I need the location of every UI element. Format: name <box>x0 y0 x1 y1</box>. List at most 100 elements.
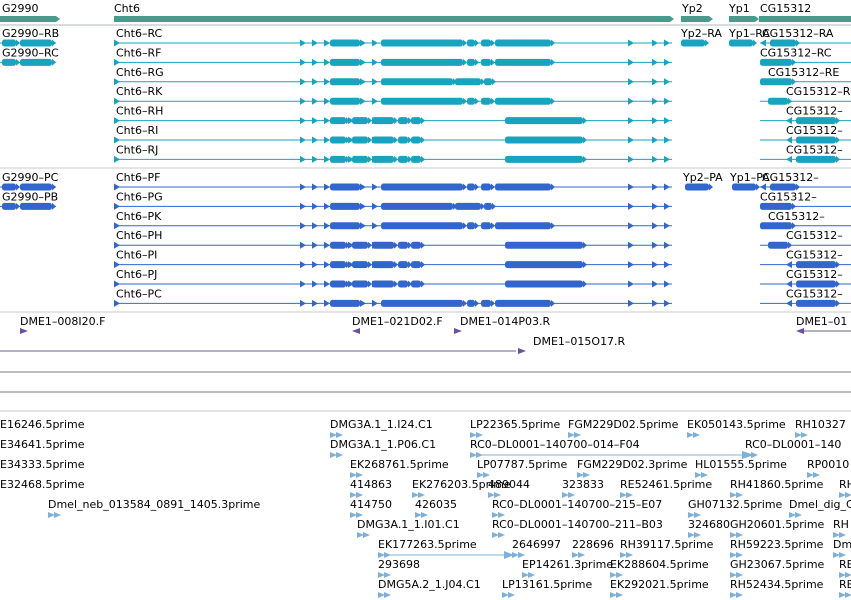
transcript-cg15312-p1[interactable]: CG15312– <box>760 171 851 191</box>
transcript-cht6-pg[interactable]: Cht6–PG <box>114 190 672 210</box>
est-re[interactable]: RE <box>839 558 851 578</box>
transcript-cg15312-p2[interactable]: CG15312– <box>760 190 851 210</box>
transcript-cht6-rj[interactable]: Cht6–RJ <box>114 143 672 163</box>
est-gh23067-5prime[interactable]: GH23067.5prime <box>730 558 825 578</box>
est-228696[interactable]: 228696 <box>572 538 614 558</box>
est-rh52434-5prime[interactable]: RH52434.5prime <box>730 578 824 598</box>
est-rc0-dl0001-140700-211-b03[interactable]: RC0–DL0001–140700–211–B03 <box>492 518 663 538</box>
est-rh5[interactable]: RH5 <box>839 478 851 498</box>
est-rp0010[interactable]: RP0010 <box>807 458 849 478</box>
est-ek292021-5prime[interactable]: EK292021.5prime <box>610 578 709 598</box>
gene-yp2[interactable]: Yp2 <box>681 2 713 22</box>
est-dmg3a-1-1-i24-c1[interactable]: DMG3A.1_1.I24.C1 <box>330 418 433 438</box>
est-dmg3a-1-1-i01-c1[interactable]: DMG3A.1_1.I01.C1 <box>357 518 460 538</box>
transcript-cht6-rf[interactable]: Cht6–RF <box>114 46 672 66</box>
est-e34641-5prime[interactable]: E34641.5prime <box>0 438 85 451</box>
transcript-cht6-rg[interactable]: Cht6–RG <box>114 66 672 86</box>
est-414863[interactable]: 414863 <box>350 478 392 498</box>
transcript-cg15312-p7[interactable]: CG15312– <box>760 287 851 307</box>
est-lp07787-5prime[interactable]: LP07787.5prime <box>477 458 568 478</box>
transcript-cg15312-r5[interactable]: CG15312– <box>760 105 851 125</box>
transcript-cht6-pi[interactable]: Cht6–PI <box>114 249 672 269</box>
est-label: 2646997 <box>512 538 561 551</box>
transcript-cg15312-rd[interactable]: CG15312–RD <box>760 85 851 105</box>
est-re52461-5prime[interactable]: RE52461.5prime <box>620 478 712 498</box>
est-gh20601-5prime[interactable]: GH20601.5prime <box>730 518 825 538</box>
gene-g2990[interactable]: G2990 <box>0 2 60 22</box>
est-dmg5a-2-1-j04-c1[interactable]: DMG5A.2_1.J04.C1 <box>378 578 481 598</box>
est-rh41860-5prime[interactable]: RH41860.5prime <box>730 478 824 498</box>
transcript-label: Cht6–PK <box>116 210 162 223</box>
transcript-g2990-rc[interactable]: G2990–RC <box>0 46 59 66</box>
est-hl01555-5prime[interactable]: HL01555.5prime <box>695 458 787 478</box>
transcript-cht6-rh[interactable]: Cht6–RH <box>114 105 672 125</box>
est-rh39117-5prime[interactable]: RH39117.5prime <box>620 538 714 558</box>
gene-cht6[interactable]: Cht6 <box>114 2 674 22</box>
est-ek276203-5prime[interactable]: EK276203.5prime <box>412 478 511 498</box>
transcript-g2990-pb[interactable]: G2990–PB <box>0 190 58 210</box>
est-dmel-neb-013584-0891-1405-3prime[interactable]: Dmel_neb_013584_0891_1405.3prime <box>48 498 260 518</box>
transcript-yp2-ra[interactable]: Yp2–RA <box>680 27 722 47</box>
est-ek050143-5prime[interactable]: EK050143.5prime <box>687 418 786 438</box>
transcript-yp1-ra[interactable]: Yp1–RA <box>728 27 770 47</box>
est-ep14261-3prime[interactable]: EP14261.3prime <box>522 558 613 578</box>
transcript-cht6-pj[interactable]: Cht6–PJ <box>114 268 672 288</box>
transcript-cg15312-r6[interactable]: CG15312– <box>760 124 851 144</box>
transcript-cg15312-p3[interactable]: CG15312– <box>760 210 851 230</box>
transcript-cg15312-p5[interactable]: CG15312– <box>760 249 851 269</box>
est-lp22365-5prime[interactable]: LP22365.5prime <box>470 418 561 438</box>
est-e16246-5prime[interactable]: E16246.5prime <box>0 418 85 431</box>
est-rc0-dl0001-140700-215-e07[interactable]: RC0–DL0001–140700–215–E07 <box>492 498 662 518</box>
est-323833[interactable]: 323833 <box>562 478 604 498</box>
est-rc0-dl0001-140[interactable]: RC0–DL0001–140 <box>745 438 841 458</box>
est-fgm229d02-3prime[interactable]: FGM229D02.3prime <box>577 458 688 478</box>
est-e34333-5prime[interactable]: E34333.5prime <box>0 458 85 471</box>
est-324680[interactable]: 324680 <box>688 518 730 538</box>
transcript-cht6-ri[interactable]: Cht6–RI <box>114 124 672 144</box>
transcript-g2990-rb[interactable]: G2990–RB <box>0 27 59 47</box>
est-414750[interactable]: 414750 <box>350 498 392 518</box>
est-re[interactable]: RE <box>839 578 851 598</box>
transcript-cht6-rk[interactable]: Cht6–RK <box>114 85 672 105</box>
est-293698[interactable]: 293698 <box>378 558 420 578</box>
est-dmel-dig-c[interactable]: Dmel_dig_C <box>789 498 851 518</box>
transcript-yp2-pa[interactable]: Yp2–PA <box>682 171 723 191</box>
gene-yp1[interactable]: Yp1 <box>728 2 759 22</box>
transcript-yp1-pa[interactable]: Yp1–PA <box>729 171 770 191</box>
est-rh10327[interactable]: RH10327 <box>795 418 846 438</box>
est-rh59223-5prime[interactable]: RH59223.5prime <box>730 538 824 558</box>
transcript-cht6-pk[interactable]: Cht6–PK <box>114 210 672 230</box>
est-dm[interactable]: Dm <box>833 538 851 558</box>
probe-dme1-021d02-f[interactable]: DME1–021D02.F <box>352 315 443 334</box>
est-489044[interactable]: 489044 <box>488 478 530 498</box>
probe-dme1-015o17-r[interactable]: DME1–015O17.R <box>518 335 626 354</box>
transcript-cht6-pc[interactable]: Cht6–PC <box>114 287 672 307</box>
transcript-cht6-ph[interactable]: Cht6–PH <box>114 229 672 249</box>
est-fgm229d02-5prime[interactable]: FGM229D02.5prime <box>568 418 679 438</box>
est-label: RE <box>839 578 851 591</box>
est-label: DMG5A.2_1.J04.C1 <box>378 578 481 591</box>
transcript-cg15312-p6[interactable]: CG15312– <box>760 268 851 288</box>
transcript-cg15312-p4[interactable]: CG15312– <box>760 229 851 249</box>
transcript-cht6-rc[interactable]: Cht6–RC <box>114 27 672 47</box>
est-dmg3a-1-1-p06-c1[interactable]: DMG3A.1_1.P06.C1 <box>330 438 436 458</box>
transcript-cg15312-r7[interactable]: CG15312– <box>760 143 851 163</box>
transcript-cht6-pf[interactable]: Cht6–PF <box>114 171 672 191</box>
est-gh07132-5prime[interactable]: GH07132.5prime <box>688 498 783 518</box>
est-426035[interactable]: 426035 <box>415 498 457 518</box>
probe-dme1-008i20-f[interactable]: DME1–008I20.F <box>20 315 105 334</box>
transcript-cg15312-re[interactable]: CG15312–RE <box>760 66 851 86</box>
est-e32468-5prime[interactable]: E32468.5prime <box>0 478 85 491</box>
probe-dme1-01[interactable]: DME1–01 <box>796 315 847 334</box>
transcript-g2990-pc[interactable]: G2990–PC <box>0 171 59 191</box>
est-ek288604-5prime[interactable]: EK288604.5prime <box>610 558 709 578</box>
transcript-cg15312-ra[interactable]: CG15312–RA <box>760 27 851 47</box>
est-ek268761-5prime[interactable]: EK268761.5prime <box>350 458 449 478</box>
est-lp13161-5prime[interactable]: LP13161.5prime <box>502 578 593 598</box>
transcript-cg15312-rc[interactable]: CG15312–RC <box>760 46 851 66</box>
gene-cg15312[interactable]: CG15312 <box>759 2 851 22</box>
est-rh[interactable]: RH <box>833 518 849 538</box>
est-2646997[interactable]: 2646997 <box>512 538 561 558</box>
probe-dme1-014p03-r[interactable]: DME1–014P03.R <box>454 315 551 334</box>
